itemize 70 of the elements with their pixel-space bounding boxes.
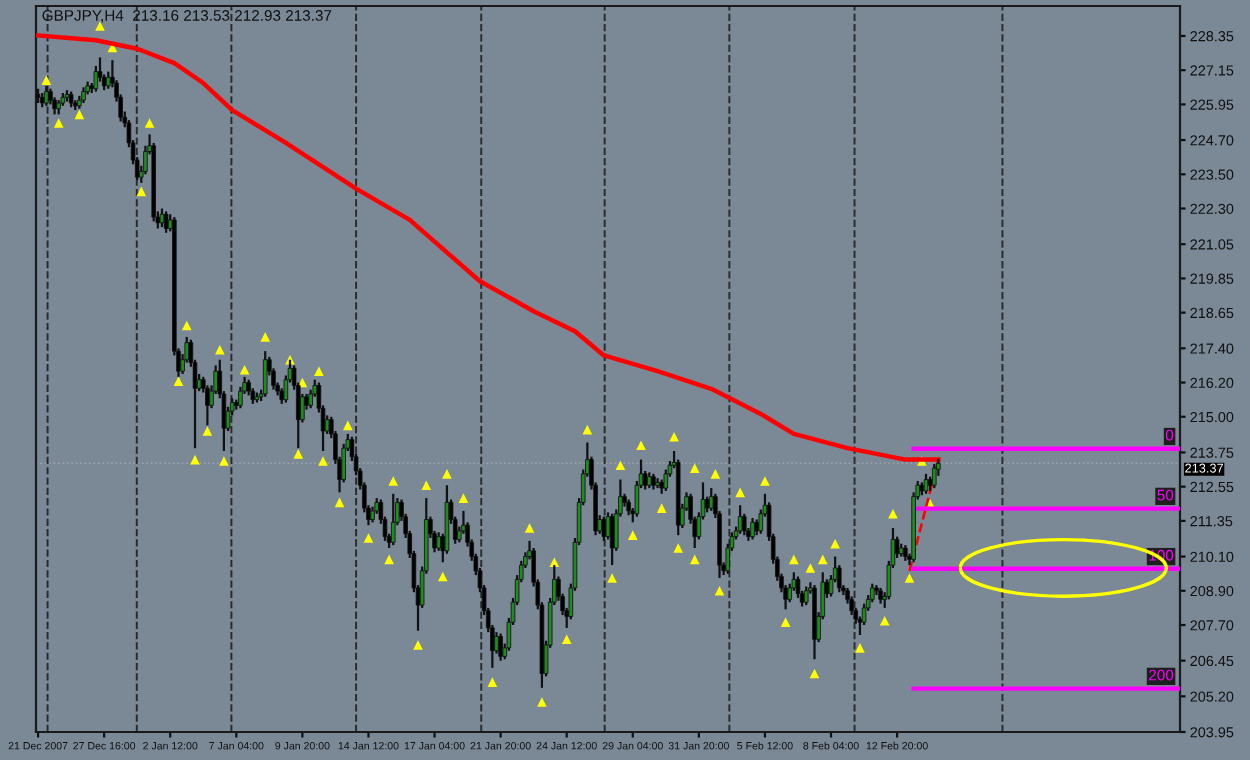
point — [735, 487, 745, 498]
point — [458, 493, 469, 503]
candlestick — [93, 64, 99, 93]
point — [805, 563, 816, 573]
point — [627, 530, 638, 540]
point — [879, 615, 890, 626]
point — [888, 508, 898, 519]
point — [760, 476, 770, 486]
point — [669, 431, 679, 442]
point — [388, 476, 399, 486]
point — [202, 426, 213, 436]
point — [314, 366, 324, 376]
candlestick — [663, 468, 669, 493]
point — [537, 697, 547, 707]
point — [173, 376, 184, 386]
point — [673, 543, 684, 553]
point — [437, 571, 448, 582]
candlestick — [609, 512, 615, 567]
point — [607, 573, 617, 583]
candlestick — [262, 350, 268, 398]
point — [582, 424, 593, 435]
point — [636, 440, 646, 451]
point — [524, 523, 535, 533]
point — [421, 480, 432, 491]
candlestick — [238, 385, 243, 410]
point — [413, 640, 423, 650]
point — [334, 497, 345, 508]
point — [214, 344, 225, 355]
candlestick — [750, 516, 755, 541]
point — [817, 554, 828, 565]
candlestick — [308, 388, 313, 410]
point — [53, 118, 64, 128]
point — [239, 364, 250, 375]
candlestick — [795, 575, 801, 600]
point — [384, 554, 394, 565]
point — [363, 533, 374, 543]
point — [74, 109, 85, 120]
point — [487, 677, 498, 687]
point — [830, 538, 840, 549]
point — [442, 469, 452, 479]
point — [789, 554, 799, 565]
candlestick — [923, 472, 929, 495]
point — [855, 643, 865, 653]
point — [904, 573, 915, 583]
candlestick — [849, 595, 854, 617]
point — [780, 617, 791, 627]
candlestick — [837, 564, 842, 594]
point — [714, 585, 725, 596]
candlestick — [894, 535, 900, 560]
candlestick — [737, 504, 743, 535]
point — [219, 456, 229, 466]
point — [561, 634, 572, 645]
candlestick — [44, 84, 49, 107]
point — [318, 456, 328, 466]
point — [181, 320, 192, 331]
point — [689, 554, 700, 565]
point — [689, 463, 700, 473]
point — [343, 420, 353, 431]
point — [260, 332, 271, 342]
candlestick — [861, 602, 867, 627]
point — [615, 460, 626, 471]
point — [710, 469, 721, 479]
point — [41, 75, 52, 85]
candlestick — [870, 582, 875, 604]
candlestick — [163, 210, 169, 234]
point — [144, 118, 155, 128]
point — [136, 186, 147, 197]
point — [656, 503, 667, 513]
point — [293, 449, 304, 459]
candlestick — [742, 512, 747, 537]
